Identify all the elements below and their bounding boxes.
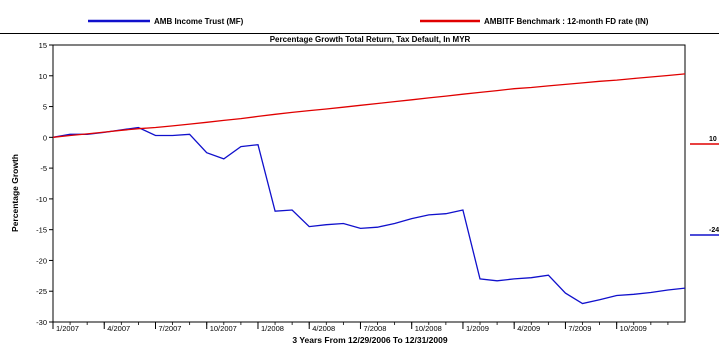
x-tick-label: 1/2007	[56, 324, 79, 333]
chart-title: Percentage Growth Total Return, Tax Defa…	[270, 35, 471, 44]
x-tick-label: 7/2007	[158, 324, 181, 333]
end-label-benchmark: 10	[709, 136, 717, 143]
y-tick-label: -5	[40, 164, 47, 173]
x-tick-label: 4/2008	[312, 324, 335, 333]
y-axis: 15 10 5 0 -5 -10 -15 -20 -25 -30	[36, 41, 53, 327]
y-tick-label: -15	[36, 226, 47, 235]
y-tick-label: 15	[39, 41, 47, 50]
x-tick-label: 7/2009	[568, 324, 591, 333]
end-labels: -24 10	[690, 136, 719, 236]
x-tick-label: 7/2008	[363, 324, 386, 333]
series-line-fund	[52, 126, 686, 305]
x-tick-label: 4/2007	[107, 324, 130, 333]
series-line-benchmark	[52, 73, 686, 138]
plot-area	[52, 44, 686, 323]
x-tick-label: 10/2009	[620, 324, 647, 333]
x-tick-label: 1/2009	[466, 324, 489, 333]
legend: AMB Income Trust (MF) AMBITF Benchmark :…	[88, 17, 649, 26]
end-label-fund: -24	[709, 227, 719, 234]
y-tick-label: -30	[36, 318, 47, 327]
y-tick-label: 10	[39, 72, 47, 81]
x-tick-label: 10/2007	[210, 324, 237, 333]
y-axis-label: Percentage Growth	[10, 154, 20, 232]
y-tick-label: -20	[36, 256, 47, 265]
y-tick-label: -25	[36, 287, 47, 296]
legend-label-benchmark: AMBITF Benchmark : 12-month FD rate (IN)	[484, 17, 649, 26]
y-tick-label: 0	[43, 133, 47, 142]
y-tick-label: -10	[36, 195, 47, 204]
x-tick-label: 10/2008	[415, 324, 442, 333]
series-lines	[52, 73, 686, 305]
x-axis: 1/2007 4/2007 7/2007 10/2007 1/2008 4/2008 7/2…	[52, 322, 669, 333]
y-tick-label: 5	[43, 103, 47, 112]
x-axis-label: 3 Years From 12/29/2006 To 12/31/2009	[292, 335, 447, 345]
x-tick-label: 1/2008	[261, 324, 284, 333]
x-tick-label: 4/2009	[517, 324, 540, 333]
legend-label-fund: AMB Income Trust (MF)	[154, 17, 244, 26]
